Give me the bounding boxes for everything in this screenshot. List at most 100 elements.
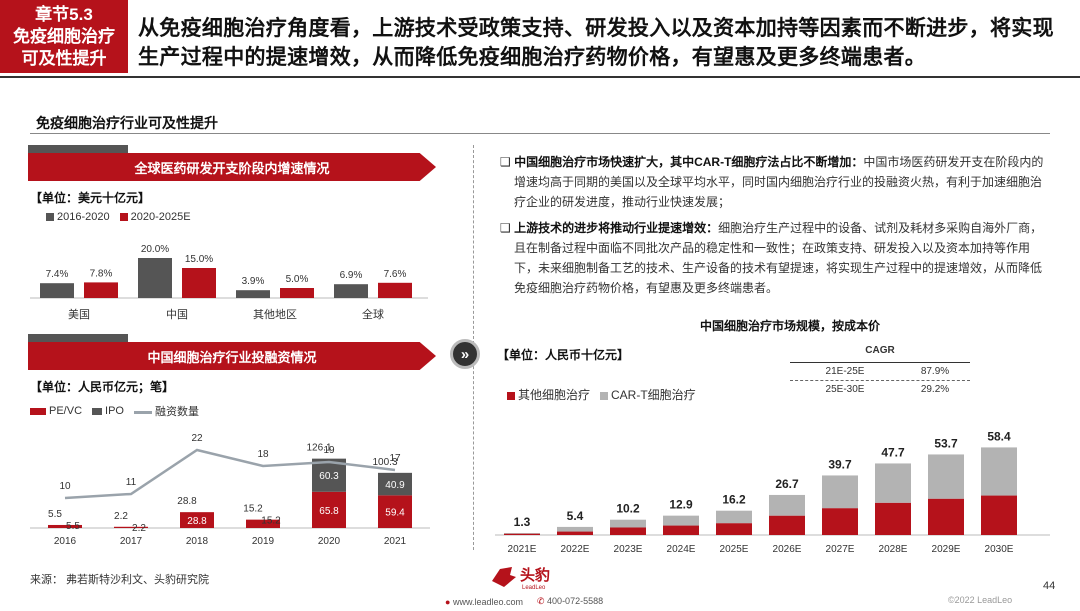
- bar-car-t: [716, 510, 752, 524]
- data-label: 15.0%: [185, 254, 213, 265]
- category-label: 美国: [68, 308, 90, 321]
- year-label: 2029E: [932, 544, 961, 555]
- rd-legend: 2016-2020 2020-2025E: [46, 211, 191, 223]
- legend-swatch-dark: [46, 213, 54, 222]
- total-label: 16.2: [722, 493, 746, 507]
- bar-pe-vc: [114, 526, 148, 528]
- year-label: 2027E: [826, 544, 855, 555]
- year-label: 2026E: [773, 544, 802, 555]
- rd-legend-item-1: 2016-2020: [46, 211, 110, 223]
- banner-financing: 中国细胞治疗行业投融资情况: [28, 334, 436, 370]
- cagr-row-2: 25E-30E 29.2%: [825, 384, 950, 395]
- chevron-right-icon: »: [450, 339, 480, 369]
- ipo-label: 40.9: [385, 480, 405, 491]
- cagr-row-1: 21E-25E 87.9%: [790, 362, 970, 381]
- total-label: 28.8: [177, 496, 197, 507]
- market-legend: 其他细胞治疗 CAR-T细胞治疗: [507, 386, 696, 403]
- market-size-chart: 1.3 2021E 5.4 2022E 10.2 2023E 12.9 2024E 16.2 20…: [495, 429, 1050, 555]
- bar-2020-2025e: [182, 268, 216, 298]
- count-label: 17: [389, 453, 401, 464]
- year-label: 2022E: [561, 544, 590, 555]
- total-label: 53.7: [934, 436, 958, 450]
- bar-other-cell-therapy: [663, 525, 699, 535]
- data-label: 5.0%: [286, 274, 309, 285]
- bar-pe-vc: [378, 495, 412, 528]
- bar-car-t: [557, 526, 593, 532]
- ipo-label: 60.3: [319, 471, 339, 482]
- total-label: 10.2: [616, 502, 640, 516]
- year-label: 2017: [120, 536, 143, 547]
- bar-2016-2020: [138, 258, 172, 298]
- phone-icon: ✆: [536, 596, 545, 606]
- bar-pe-vc: [312, 491, 346, 528]
- bar-other-cell-therapy: [716, 523, 752, 535]
- legend-swatch-red: [119, 213, 128, 222]
- rd-unit-label: 【单位：美元十亿元】: [30, 191, 151, 205]
- bar-2020-2025e: [280, 288, 314, 298]
- bar-car-t: [875, 463, 911, 503]
- bullet-item-1: ❑ 中国细胞治疗市场快速扩大，其中CAR-T细胞疗法占比不断增加：中国市场医药研…: [500, 155, 1044, 209]
- logo-text-en: LeadLeo: [522, 585, 546, 591]
- pe-vc-label: 15.2: [261, 516, 281, 527]
- copyright: ©2022 LeadLeo: [948, 595, 1013, 605]
- total-label: 39.7: [828, 457, 852, 471]
- data-label: 20.0%: [141, 244, 169, 255]
- bar-pe-vc: [48, 524, 82, 528]
- bar-other-cell-therapy: [557, 531, 593, 535]
- total-label: 26.7: [775, 477, 799, 491]
- page-number: 44: [1043, 580, 1056, 592]
- bullet-list: ❑ 中国细胞治疗市场快速扩大，其中CAR-T细胞疗法占比不断增加：中国市场医药研…: [500, 152, 1050, 304]
- year-label: 2019: [252, 536, 275, 547]
- data-label: 6.9%: [340, 270, 363, 281]
- total-label: 2.2: [114, 511, 128, 522]
- financing-legend-pevc: PE/VC: [30, 405, 82, 417]
- series-line-financing-count: [64, 448, 396, 500]
- data-label: 7.6%: [384, 269, 407, 280]
- globe-icon: ●: [445, 596, 451, 607]
- pe-vc-label: 59.4: [385, 508, 405, 519]
- bar-car-t: [981, 447, 1017, 496]
- cagr-table: CAGR 21E-25E 87.9% 25E-30E 29.2%: [790, 345, 970, 398]
- total-label: 100.3: [372, 457, 397, 468]
- bar-pe-vc: [246, 519, 280, 528]
- financing-legend: PE/VC IPO 融资数量: [30, 403, 199, 419]
- cagr-title: CAGR: [865, 345, 895, 356]
- bar-other-cell-therapy: [610, 527, 646, 535]
- total-label: 1.3: [514, 515, 531, 529]
- bar-car-t: [928, 454, 964, 499]
- logo-text-cn: 头豹: [520, 566, 550, 584]
- year-label: 2021: [384, 536, 407, 547]
- bar-other-cell-therapy: [822, 508, 858, 535]
- footer-contact: ● www.leadleo.com ✆ 400-072-5588: [445, 596, 603, 607]
- chapter-number: 章节5.3: [35, 4, 93, 24]
- count-label: 10: [59, 481, 71, 492]
- bullet-item-2: ❑ 上游技术的进步将推动行业提速增效：细胞治疗生产过程中的设备、试剂及耗材多采购…: [500, 221, 1043, 295]
- bar-ipo: [378, 472, 412, 496]
- bar-2020-2025e: [378, 282, 412, 298]
- total-label: 15.2: [243, 504, 263, 515]
- rd-legend-item-2: 2020-2025E: [119, 211, 191, 223]
- financing-legend-count: 融资数量: [133, 403, 199, 419]
- chapter-title-line1: 免疫细胞治疗: [13, 26, 115, 46]
- data-label: 7.4%: [46, 269, 69, 280]
- website: ● www.leadleo.com: [445, 596, 523, 607]
- section-rule: [30, 133, 1050, 134]
- bar-other-cell-therapy: [875, 502, 911, 535]
- total-label: 47.7: [881, 445, 905, 459]
- slide-headline: 从免疫细胞治疗角度看，上游技术受政策支持、研发投入以及资本加持等因素而不断进步，…: [138, 17, 1054, 69]
- total-label: 5.5: [48, 509, 62, 520]
- year-label: 2018: [186, 536, 209, 547]
- bar-other-cell-therapy: [928, 498, 964, 535]
- category-label: 中国: [166, 308, 188, 321]
- chapter-badge: 章节5.3 免疫细胞治疗 可及性提升: [0, 0, 128, 73]
- total-label: 126.1: [306, 443, 331, 454]
- count-label: 19: [323, 445, 335, 456]
- year-label: 2024E: [667, 544, 696, 555]
- rd-spending-chart: 7.4% 7.8% 美国 20.0% 15.0% 中国 3.9% 5.0% 其他地区 6.9% 7.…: [30, 244, 428, 321]
- count-label: 22: [191, 433, 203, 444]
- total-label: 5.4: [567, 509, 584, 523]
- bar-other-cell-therapy: [504, 533, 540, 535]
- bar-2016-2020: [40, 283, 74, 298]
- bar-car-t: [822, 475, 858, 509]
- pe-vc-label: 65.8: [319, 506, 339, 517]
